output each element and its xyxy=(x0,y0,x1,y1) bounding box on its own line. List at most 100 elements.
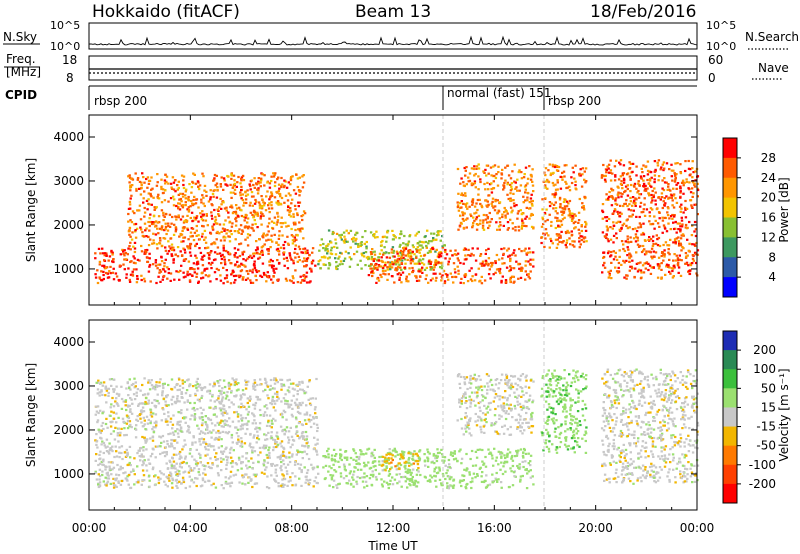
scatter-cell xyxy=(280,176,283,180)
scatter-cell xyxy=(672,206,676,209)
scatter-cell xyxy=(212,445,215,448)
scatter-cell xyxy=(444,248,447,252)
scatter-cell xyxy=(269,258,273,261)
scatter-cell xyxy=(208,479,211,483)
scatter-cell xyxy=(224,480,228,483)
scatter-cell xyxy=(622,177,626,180)
scatter-cell xyxy=(304,250,307,253)
scatter-cell xyxy=(200,198,203,201)
scatter-cell xyxy=(518,262,522,266)
scatter-cell xyxy=(124,477,127,480)
scatter-cell xyxy=(284,393,287,396)
scatter-cell xyxy=(228,417,231,420)
scatter-cell xyxy=(150,203,153,206)
scatter-cell xyxy=(204,473,207,476)
scatter-cell xyxy=(644,239,647,242)
scatter-cell xyxy=(466,217,469,220)
scatter-cell xyxy=(502,252,505,255)
scatter-cell xyxy=(110,384,113,387)
scatter-cell xyxy=(604,216,607,219)
scatter-cell xyxy=(531,475,534,478)
scatter-cell xyxy=(166,252,169,255)
scatter-cell xyxy=(279,466,282,470)
scatter-cell xyxy=(400,281,403,284)
scatter-cell xyxy=(411,244,415,247)
scatter-cell xyxy=(631,196,635,199)
scatter-cell xyxy=(146,256,149,259)
scatter-cell xyxy=(199,406,202,409)
scatter-cell xyxy=(432,268,435,271)
scatter-cell xyxy=(556,217,559,220)
scatter-cell xyxy=(222,266,225,269)
scatter-cell xyxy=(260,250,263,253)
scatter-cell xyxy=(646,178,649,182)
scatter-cell xyxy=(370,256,374,259)
scatter-cell xyxy=(488,221,491,224)
scatter-cell xyxy=(171,427,174,430)
scatter-cell xyxy=(251,204,254,207)
scatter-cell xyxy=(566,231,569,234)
scatter-cell xyxy=(675,254,678,257)
scatter-cell xyxy=(417,230,420,234)
scatter-cell xyxy=(654,168,657,171)
scatter-cell xyxy=(180,466,183,469)
scatter-cell xyxy=(585,240,588,243)
scatter-cell xyxy=(245,383,249,386)
scatter-cell xyxy=(276,219,280,222)
scatter-cell xyxy=(254,475,257,478)
scatter-cell xyxy=(105,484,108,487)
scatter-cell xyxy=(679,190,682,193)
scatter-cell xyxy=(380,275,383,279)
scatter-cell xyxy=(141,402,144,405)
scatter-cell xyxy=(118,468,121,471)
scatter-cell xyxy=(172,395,175,399)
scatter-cell xyxy=(456,201,459,204)
scatter-cell xyxy=(551,163,554,166)
scatter-cell xyxy=(129,423,132,426)
scatter-cell xyxy=(679,242,682,245)
scatter-cell xyxy=(98,475,102,478)
scatter-cell xyxy=(531,213,534,216)
scatter-cell xyxy=(316,438,319,441)
scatter-cell xyxy=(649,272,653,275)
scatter-cell xyxy=(548,201,552,204)
scatter-cell xyxy=(689,173,692,176)
scatter-cell xyxy=(106,272,109,275)
scatter-cell xyxy=(246,401,249,405)
scatter-cell xyxy=(220,445,223,448)
scatter-cell xyxy=(182,240,185,243)
scatter-cell xyxy=(203,184,207,187)
scatter-cell xyxy=(631,204,634,207)
scatter-cell xyxy=(195,256,198,260)
scatter-cell xyxy=(528,207,531,210)
scatter-cell xyxy=(678,242,681,245)
scatter-cell xyxy=(239,414,243,417)
scatter-cell xyxy=(499,468,502,471)
scatter-cell xyxy=(320,238,323,241)
scatter-cell xyxy=(274,468,278,471)
freq-tick-top: 18 xyxy=(62,53,77,67)
scatter-cell xyxy=(498,228,501,231)
scatter-cell xyxy=(195,198,199,201)
scatter-cell xyxy=(195,275,198,278)
scatter-cell xyxy=(193,416,196,419)
scatter-cell xyxy=(235,463,239,466)
scatter-cell xyxy=(289,177,293,180)
scatter-cell xyxy=(181,396,184,399)
scatter-cell xyxy=(262,214,265,217)
scatter-cell xyxy=(619,159,623,162)
scatter-cell xyxy=(556,188,559,191)
scatter-cell xyxy=(530,175,533,178)
scatter-cell xyxy=(140,421,143,424)
scatter-cell xyxy=(237,438,240,441)
scatter-cell xyxy=(169,272,173,275)
scatter-cell xyxy=(202,213,205,216)
scatter-cell xyxy=(288,279,292,282)
scatter-cell xyxy=(441,245,444,248)
scatter-cell xyxy=(319,267,322,270)
scatter-cell xyxy=(476,208,479,212)
scatter-cell xyxy=(520,177,524,180)
scatter-cell xyxy=(272,267,275,270)
scatter-cell xyxy=(151,447,154,450)
scatter-cell xyxy=(490,188,493,191)
